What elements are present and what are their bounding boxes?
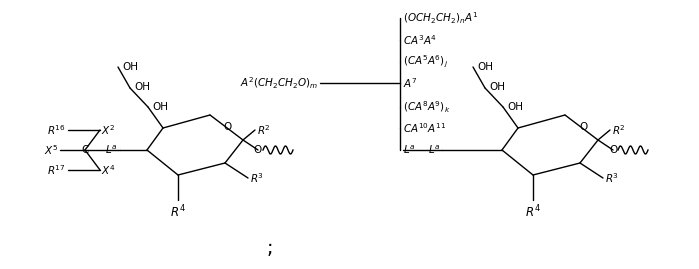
Text: $R^4$: $R^4$	[170, 204, 186, 221]
Text: $X^2$: $X^2$	[101, 123, 115, 137]
Text: OH: OH	[489, 82, 505, 92]
Text: O: O	[609, 145, 617, 155]
Text: $R^4$: $R^4$	[525, 204, 541, 221]
Text: $A^7$: $A^7$	[403, 76, 417, 90]
Text: $CA^3A^4$: $CA^3A^4$	[403, 33, 437, 47]
Text: $(CA^5A^6)_j$: $(CA^5A^6)_j$	[403, 54, 448, 70]
Text: $R^3$: $R^3$	[250, 171, 264, 185]
Text: C: C	[81, 145, 89, 155]
Text: $R^3$: $R^3$	[605, 171, 619, 185]
Text: O: O	[224, 122, 232, 132]
Text: $L^a$: $L^a$	[428, 144, 441, 156]
Text: $R^2$: $R^2$	[257, 123, 271, 137]
Text: $CA^{10}A^{11}$: $CA^{10}A^{11}$	[403, 121, 446, 135]
Text: $R^{16}$: $R^{16}$	[48, 123, 66, 137]
Text: $(CA^8A^9)_k$: $(CA^8A^9)_k$	[403, 99, 450, 115]
Text: OH: OH	[122, 62, 138, 72]
Text: $(OCH_2CH_2)_nA^1$: $(OCH_2CH_2)_nA^1$	[403, 10, 478, 26]
Text: $X^4$: $X^4$	[101, 163, 115, 177]
Text: ;: ;	[267, 239, 273, 257]
Text: $X^5$: $X^5$	[44, 143, 58, 157]
Text: O: O	[254, 145, 262, 155]
Text: $L^a$: $L^a$	[403, 144, 415, 156]
Text: OH: OH	[152, 102, 168, 112]
Text: OH: OH	[477, 62, 493, 72]
Text: OH: OH	[507, 102, 523, 112]
Text: $R^2$: $R^2$	[612, 123, 626, 137]
Text: $A^2(CH_2CH_2O)_m$: $A^2(CH_2CH_2O)_m$	[240, 75, 318, 91]
Text: $R^{17}$: $R^{17}$	[48, 163, 66, 177]
Text: O: O	[579, 122, 587, 132]
Text: $L^a$: $L^a$	[106, 144, 118, 156]
Text: OH: OH	[134, 82, 150, 92]
